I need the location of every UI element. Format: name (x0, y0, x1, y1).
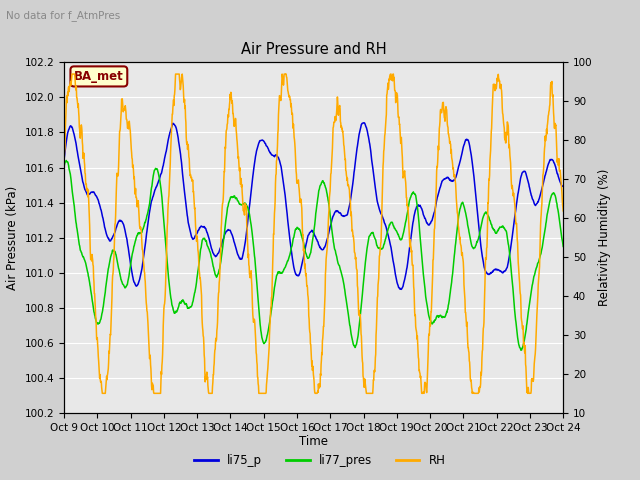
Legend: li75_p, li77_pres, RH: li75_p, li77_pres, RH (189, 449, 451, 472)
Text: BA_met: BA_met (74, 70, 124, 83)
Title: Air Pressure and RH: Air Pressure and RH (241, 42, 387, 57)
X-axis label: Time: Time (299, 435, 328, 448)
Y-axis label: Relativity Humidity (%): Relativity Humidity (%) (598, 169, 611, 306)
Y-axis label: Air Pressure (kPa): Air Pressure (kPa) (6, 185, 19, 290)
Text: No data for f_AtmPres: No data for f_AtmPres (6, 10, 121, 21)
